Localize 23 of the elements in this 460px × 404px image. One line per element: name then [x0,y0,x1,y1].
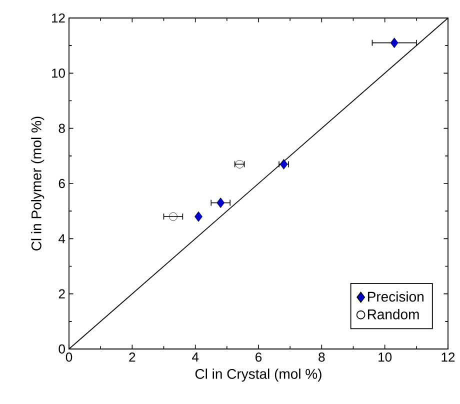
point [169,212,178,221]
y-tick-label: 8 [58,124,65,133]
x-tick-label: 6 [256,352,262,362]
legend-label: Precision [368,291,424,302]
x-tick-label: 10 [378,352,392,362]
point [194,211,202,222]
x-axis-title: Cl in Crystal (mol %) [195,368,322,382]
y-tick-label: 6 [58,178,65,188]
y-tick-label: 10 [52,68,65,78]
x-tick-label: 12 [442,352,455,362]
y-axis-title: Cl in Polymer (mol %) [31,116,44,250]
point [390,38,398,48]
y-tick-label: 4 [58,234,66,244]
x-tick-label: 0 [66,352,72,362]
x-tick-label: 4 [192,352,199,362]
y-tick-label: 2 [58,289,65,298]
x-tick-label: 8 [318,352,325,362]
y-tick-label: 0 [58,344,65,354]
x-tick-label: 2 [129,352,136,362]
point [216,198,225,208]
point [280,158,288,170]
legend-label: Random [368,309,419,320]
y-tick-label: 12 [52,13,65,23]
